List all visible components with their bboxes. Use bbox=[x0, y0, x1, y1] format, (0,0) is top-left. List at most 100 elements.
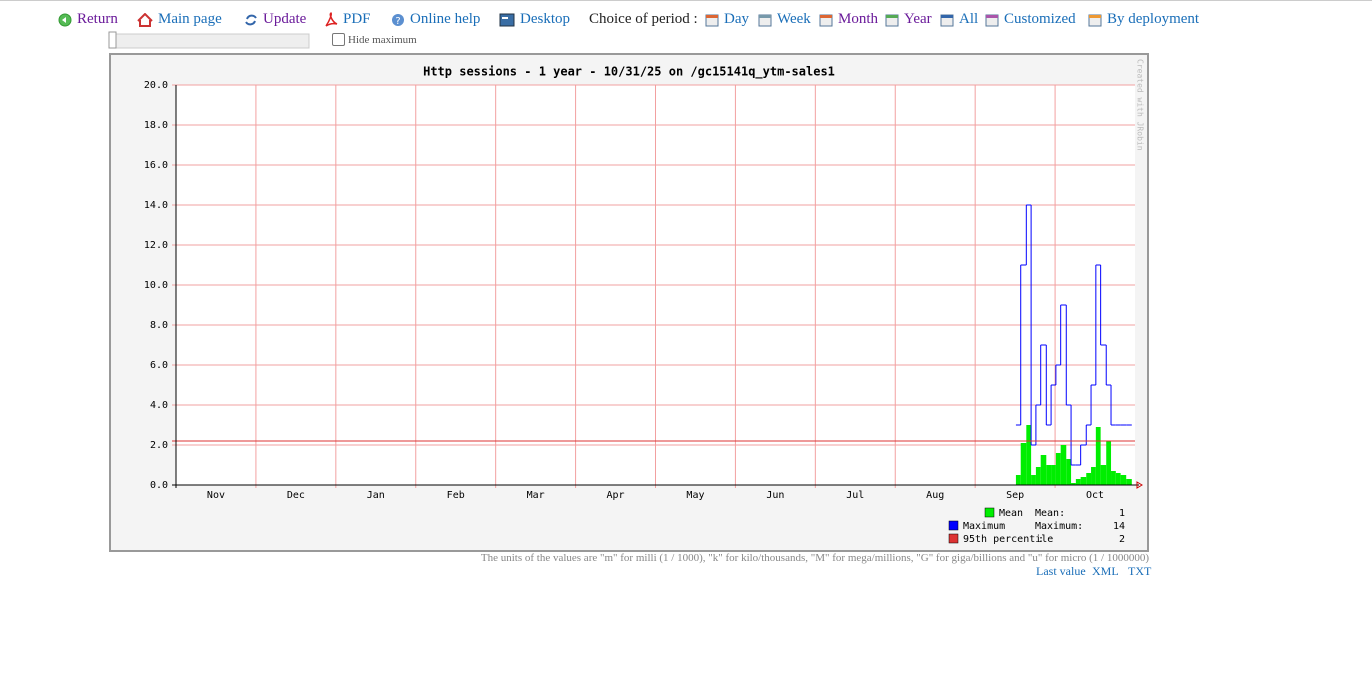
x-tick-label: Jun bbox=[766, 490, 784, 501]
txt-link[interactable]: TXT bbox=[1128, 564, 1152, 578]
update-text: Update bbox=[263, 11, 307, 27]
chart-title: Http sessions - 1 year - 10/31/25 on /gc… bbox=[423, 65, 835, 80]
mean-bar bbox=[1055, 453, 1061, 485]
week-link[interactable]: Week bbox=[758, 11, 811, 28]
customized-link[interactable]: Customized bbox=[985, 11, 1076, 28]
mean-bar bbox=[1026, 425, 1032, 485]
y-tick-label: 10.0 bbox=[144, 280, 168, 291]
deployment-link[interactable]: By deployment bbox=[1088, 11, 1199, 28]
all-link[interactable]: All bbox=[940, 11, 978, 28]
mean-bar bbox=[1106, 441, 1112, 485]
period-text: Choice of period : bbox=[589, 11, 698, 27]
deployment-text: By deployment bbox=[1107, 11, 1200, 27]
year-text: Year bbox=[904, 11, 932, 27]
units-note: The units of the values are "m" for mill… bbox=[480, 552, 1149, 564]
watermark: Created with JRobin bbox=[1136, 59, 1145, 151]
mean-bar bbox=[1035, 467, 1041, 485]
main-page-link[interactable]: Main page bbox=[137, 11, 222, 28]
legend-swatch bbox=[984, 507, 995, 518]
mean-bar bbox=[1111, 471, 1116, 485]
month-link[interactable]: Month bbox=[819, 11, 878, 28]
mean-bar bbox=[1091, 467, 1096, 485]
y-tick-label: 12.0 bbox=[144, 240, 168, 251]
mean-bar bbox=[1080, 477, 1087, 485]
x-tick-label: Apr bbox=[607, 490, 625, 501]
svg-text:?: ? bbox=[395, 16, 400, 27]
y-tick-label: 20.0 bbox=[144, 80, 168, 91]
mean-bar bbox=[1120, 475, 1127, 485]
legend-name: Maximum bbox=[963, 521, 1005, 532]
mean-bar bbox=[1071, 483, 1076, 485]
main-page-text: Main page bbox=[158, 11, 222, 27]
x-tick-label: Oct bbox=[1086, 490, 1104, 501]
legend-stat: 2 bbox=[1119, 534, 1125, 545]
mean-bar bbox=[1031, 475, 1036, 485]
legend-stat-label: : bbox=[1038, 534, 1044, 545]
mean-bar bbox=[1015, 475, 1021, 485]
x-tick-label: Nov bbox=[207, 490, 225, 501]
desktop-link[interactable]: Desktop bbox=[499, 11, 570, 28]
chart: Http sessions - 1 year - 10/31/25 on /gc… bbox=[108, 31, 1149, 552]
y-tick-label: 14.0 bbox=[144, 200, 168, 211]
x-tick-label: Mar bbox=[527, 490, 545, 501]
x-tick-label: Jul bbox=[846, 490, 864, 501]
return-text: Return bbox=[77, 11, 118, 27]
mean-bar bbox=[1020, 443, 1027, 485]
checkbox[interactable] bbox=[332, 33, 345, 46]
zoom-slider[interactable] bbox=[108, 33, 310, 49]
mean-bar bbox=[1051, 465, 1056, 485]
axis-arrow bbox=[1136, 481, 1143, 489]
desktop-text: Desktop bbox=[520, 11, 570, 27]
help-text: Online help bbox=[410, 11, 481, 27]
mean-bar bbox=[1066, 459, 1072, 485]
all-text: All bbox=[959, 11, 979, 27]
slider-handle[interactable] bbox=[108, 31, 117, 49]
week-text: Week bbox=[777, 11, 811, 27]
mean-bar bbox=[1126, 479, 1132, 485]
legend-name: Mean bbox=[999, 508, 1023, 519]
mean-bar bbox=[1095, 427, 1101, 485]
mean-bar bbox=[1075, 479, 1081, 485]
year-link[interactable]: Year bbox=[885, 11, 932, 28]
x-tick-label: May bbox=[686, 490, 704, 501]
day-link[interactable]: Day bbox=[705, 11, 749, 28]
y-tick-label: 2.0 bbox=[150, 440, 168, 451]
month-text: Month bbox=[838, 11, 879, 27]
period-label: Choice of period : bbox=[589, 11, 698, 28]
legend-stat-label: Maximum: bbox=[1035, 521, 1083, 532]
day-text: Day bbox=[724, 11, 749, 27]
last-value-link[interactable]: Last value bbox=[1036, 564, 1086, 578]
xml-link[interactable]: XML bbox=[1092, 564, 1119, 578]
mean-bar bbox=[1100, 465, 1107, 485]
legend-swatch bbox=[948, 520, 959, 531]
x-tick-label: Feb bbox=[447, 490, 465, 501]
y-tick-label: 0.0 bbox=[150, 480, 168, 491]
hide-maximum[interactable]: Hide maximum bbox=[332, 33, 417, 46]
y-tick-label: 8.0 bbox=[150, 320, 168, 331]
y-tick-label: 18.0 bbox=[144, 120, 168, 131]
help-link[interactable]: ? Online help bbox=[391, 11, 480, 28]
pdf-link[interactable]: PDF bbox=[324, 11, 371, 28]
x-tick-label: Dec bbox=[287, 490, 305, 501]
legend-stat: 1 bbox=[1119, 508, 1125, 519]
mean-bar bbox=[1060, 445, 1067, 485]
legend-swatch bbox=[948, 533, 959, 544]
legend-stat-label: Mean: bbox=[1035, 508, 1065, 519]
y-tick-label: 4.0 bbox=[150, 400, 168, 411]
mean-bar bbox=[1046, 465, 1052, 485]
hide-maximum-text: Hide maximum bbox=[348, 33, 417, 46]
customized-text: Customized bbox=[1004, 11, 1076, 27]
update-link[interactable]: Update bbox=[244, 11, 306, 28]
mean-bar bbox=[1115, 473, 1121, 485]
legend-name: 95th percentile bbox=[963, 534, 1053, 545]
legend-stat: 14 bbox=[1113, 521, 1125, 532]
x-tick-label: Jan bbox=[367, 490, 385, 501]
x-tick-label: Sep bbox=[1006, 490, 1024, 501]
mean-bar bbox=[1086, 473, 1092, 485]
mean-bar bbox=[1040, 455, 1047, 485]
pdf-text: PDF bbox=[343, 11, 371, 27]
y-tick-label: 16.0 bbox=[144, 160, 168, 171]
return-link[interactable]: Return bbox=[58, 11, 118, 28]
y-tick-label: 6.0 bbox=[150, 360, 168, 371]
